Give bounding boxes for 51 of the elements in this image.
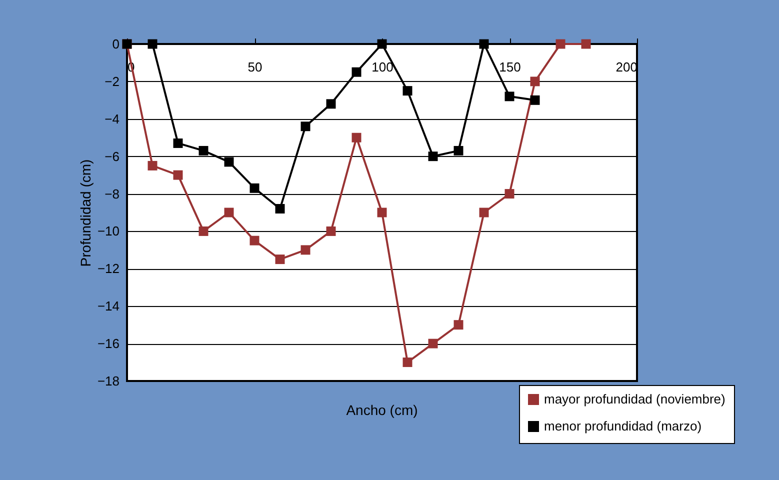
point bbox=[581, 39, 591, 49]
y-tick-label: −14 bbox=[97, 298, 120, 314]
point bbox=[402, 358, 412, 368]
point bbox=[402, 86, 412, 96]
point bbox=[300, 122, 310, 132]
point bbox=[352, 67, 362, 77]
point bbox=[530, 76, 540, 86]
point bbox=[326, 226, 336, 236]
point bbox=[250, 183, 260, 193]
x-tick-label: 100 bbox=[372, 60, 394, 74]
y-tick-label: −18 bbox=[97, 374, 120, 388]
x-tick-label: 150 bbox=[499, 60, 521, 74]
point bbox=[479, 208, 489, 218]
y-tick-label: −8 bbox=[104, 186, 120, 202]
x-axis-title: Ancho (cm) bbox=[346, 402, 418, 418]
point bbox=[454, 146, 464, 156]
y-tick-label: −10 bbox=[97, 224, 120, 239]
point bbox=[556, 39, 566, 49]
x-tick-label: 50 bbox=[248, 60, 262, 74]
point bbox=[224, 157, 234, 167]
y-axis-title: Profundidad (cm) bbox=[77, 159, 94, 267]
y-tick-label: −2 bbox=[104, 74, 120, 89]
legend-label: mayor profundidad (noviembre) bbox=[544, 392, 726, 406]
point bbox=[173, 170, 183, 180]
y-tick-label: −6 bbox=[104, 148, 120, 164]
legend-label: menor profundidad (marzo) bbox=[544, 418, 702, 434]
point bbox=[352, 132, 362, 142]
y-tick-label: −12 bbox=[97, 261, 120, 276]
point bbox=[479, 39, 489, 49]
point bbox=[530, 95, 540, 105]
y-tick-label: 0 bbox=[112, 36, 120, 52]
point bbox=[377, 39, 387, 49]
y-tick-label: −4 bbox=[104, 111, 120, 126]
point bbox=[428, 338, 438, 348]
point bbox=[198, 226, 208, 236]
point bbox=[148, 39, 158, 49]
point bbox=[504, 92, 514, 102]
point bbox=[504, 189, 514, 199]
point bbox=[275, 254, 285, 264]
point bbox=[377, 208, 387, 218]
point bbox=[300, 245, 310, 255]
point bbox=[275, 204, 285, 214]
point bbox=[454, 320, 464, 330]
point bbox=[198, 146, 208, 156]
point bbox=[173, 138, 183, 148]
point bbox=[428, 152, 438, 162]
point bbox=[326, 99, 336, 109]
point bbox=[250, 236, 260, 246]
point bbox=[148, 160, 158, 170]
point bbox=[224, 208, 234, 218]
y-tick-label: −16 bbox=[97, 336, 120, 352]
